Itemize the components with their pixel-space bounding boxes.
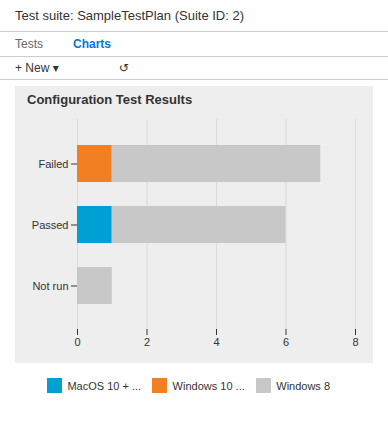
svg-text:0: 0 [74,336,80,348]
html-text:Windows 10 ...: Windows 10 ... [172,379,245,392]
svg-text:Passed: Passed [32,219,69,231]
html-text:Test suite: SampleTestPlan (Su: Test suite: SampleTestPlan (Suite ID: 2) [15,8,244,23]
html-text:Configuration Test Results: Configuration Test Results [27,92,193,107]
svg-text:2: 2 [144,336,150,348]
html-text:Windows 8: Windows 8 [276,379,330,392]
svg-text:6: 6 [283,336,289,348]
svg-text:4: 4 [213,336,219,348]
html-text:Charts: Charts [73,37,111,51]
svg-text:Not run: Not run [32,280,68,292]
svg-text:Failed: Failed [39,158,69,170]
html-text:Tests: Tests [15,37,43,51]
svg-text:8: 8 [352,336,358,348]
html-text:+ New ▾: + New ▾ [15,61,59,75]
html-text:MacOS 10 + ...: MacOS 10 + ... [67,379,142,392]
